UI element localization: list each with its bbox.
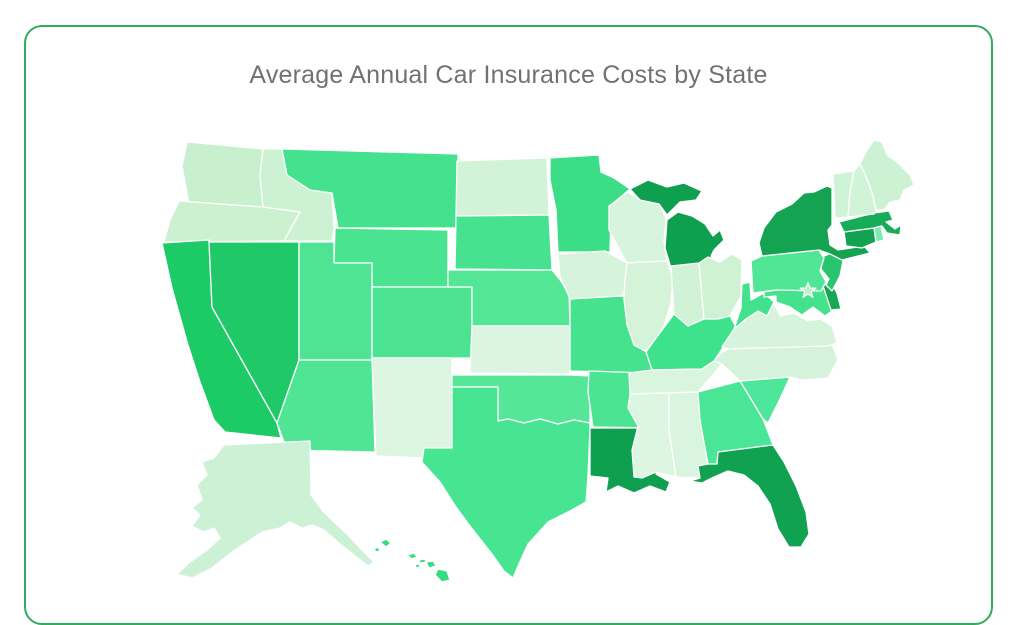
state-nc[interactable]: North Carolina: [713, 343, 839, 382]
insurance-map-card: Average Annual Car Insurance Costs by St…: [24, 25, 993, 625]
state-wa[interactable]: Washington: [181, 141, 264, 208]
state-me[interactable]: Maine: [859, 139, 915, 211]
state-ks[interactable]: Kansas: [469, 325, 571, 375]
state-wi[interactable]: Wisconsin: [608, 191, 668, 264]
state-nm[interactable]: New Mexico: [371, 357, 453, 459]
state-nd[interactable]: North Dakota: [455, 157, 550, 217]
state-ma[interactable]: Massachusetts: [838, 210, 902, 236]
state-sd[interactable]: South Dakota: [454, 214, 553, 271]
state-az[interactable]: Arizona: [276, 359, 376, 453]
state-hi[interactable]: Hawaii: [373, 538, 451, 582]
us-map: WashingtonOregonCaliforniaNevadaIdahoMon…: [162, 139, 915, 582]
state-tx[interactable]: Texas: [421, 386, 591, 579]
state-ak[interactable]: Alaska: [176, 440, 375, 579]
state-oh[interactable]: Ohio: [698, 253, 743, 320]
state-ny[interactable]: New York: [758, 185, 871, 261]
state-ri[interactable]: Rhode Island: [873, 225, 885, 243]
us-choropleth-map: WashingtonOregonCaliforniaNevadaIdahoMon…: [162, 130, 918, 582]
dc-star-marker[interactable]: [799, 281, 817, 299]
page-title: Average Annual Car Insurance Costs by St…: [249, 61, 768, 89]
state-fl[interactable]: Florida: [689, 444, 810, 548]
state-co[interactable]: Colorado: [371, 286, 473, 359]
state-ia[interactable]: Iowa: [557, 250, 631, 300]
